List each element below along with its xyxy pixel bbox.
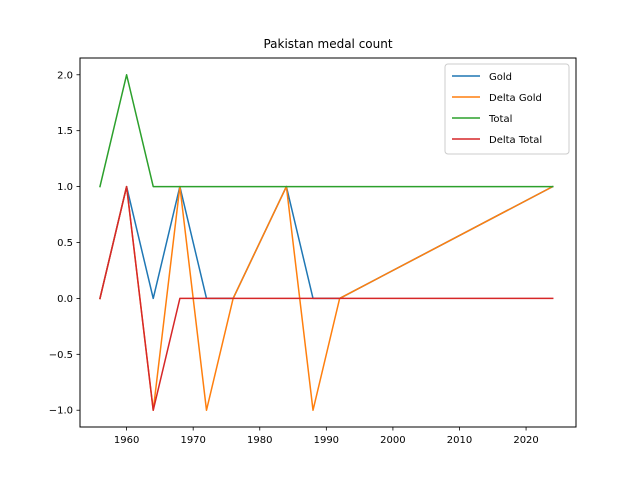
plot-frame — [79, 57, 577, 428]
legend-label: Delta Gold — [489, 93, 542, 104]
x-tick-label: 1970 — [180, 435, 205, 446]
series-layer — [99, 74, 554, 411]
series-line-total — [99, 74, 554, 188]
y-tick-label: 2.0 — [57, 70, 73, 81]
legend-label: Delta Total — [489, 135, 542, 146]
x-tick-label: 1960 — [114, 435, 139, 446]
y-axis: −1.0 −0.5 0.0 0.5 1.0 1.5 2.0 — [49, 70, 80, 417]
x-tick-label: 1980 — [247, 435, 272, 446]
legend-label: Gold — [489, 72, 512, 83]
y-tick-label: −0.5 — [49, 350, 73, 361]
legend-box — [444, 63, 570, 155]
x-tick-label: 2010 — [447, 435, 472, 446]
legend: Gold Delta Gold Total Delta Total — [444, 63, 570, 155]
x-tick-label: 2000 — [380, 435, 405, 446]
y-tick-label: 0.0 — [57, 294, 73, 305]
y-tick-label: −1.0 — [49, 406, 73, 417]
y-tick-label: 1.0 — [57, 182, 73, 193]
chart-title: Pakistan medal count — [263, 37, 392, 51]
legend-label: Total — [488, 114, 512, 125]
y-tick-label: 1.5 — [57, 126, 73, 137]
x-tick-label: 2020 — [513, 435, 538, 446]
x-tick-label: 1990 — [314, 435, 339, 446]
x-axis: 1960 1970 1980 1990 2000 2010 2020 — [114, 427, 539, 446]
y-tick-label: 0.5 — [57, 238, 73, 249]
series-line-delta-total — [99, 185, 554, 411]
